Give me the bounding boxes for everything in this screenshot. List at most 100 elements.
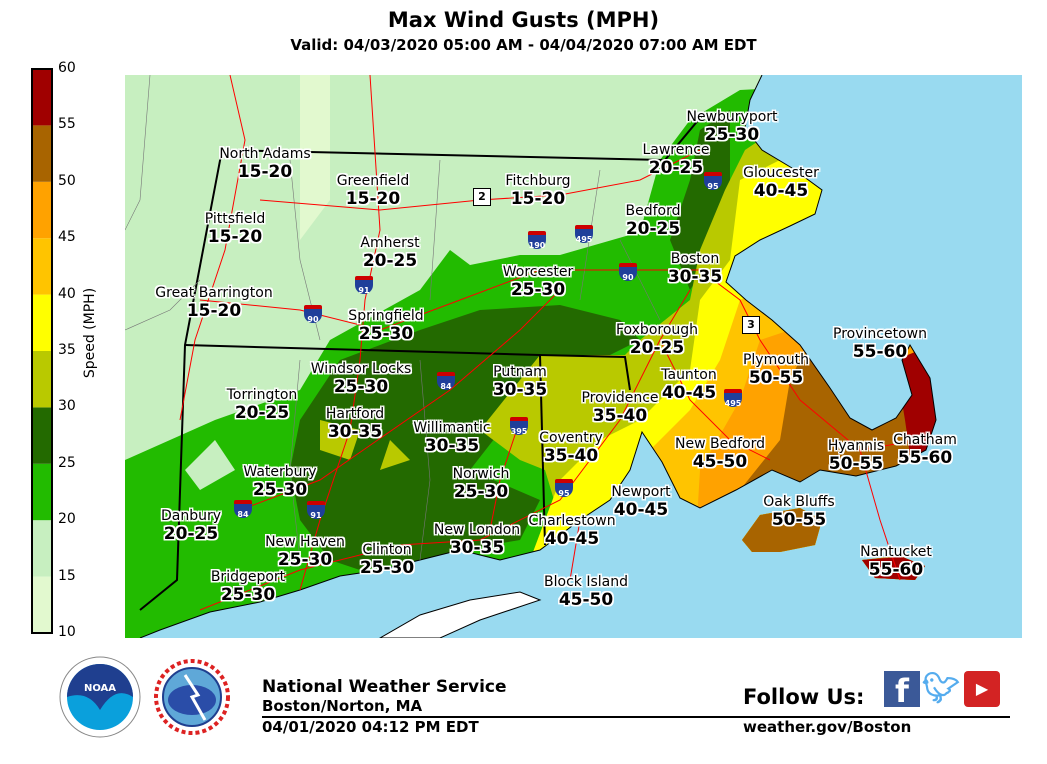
location-label: Oak Bluffs 50-55 [763, 493, 834, 530]
gust-range: 20-25 [234, 403, 290, 423]
location-name: Waterbury [243, 464, 317, 480]
map-title: Max Wind Gusts (MPH) [387, 8, 660, 32]
location-name: Windsor Locks [310, 361, 412, 377]
website-link[interactable]: weather.gov/Boston [743, 718, 912, 736]
location-label: Worcester 25-30 [503, 263, 574, 300]
location-name: Danbury [160, 508, 222, 524]
location-name: Clinton [362, 542, 412, 558]
interstate-shield-icon: 95 [704, 172, 722, 191]
gust-range: 15-20 [186, 301, 242, 321]
interstate-shield-icon: 395 [510, 417, 528, 436]
location-name: Willimantic [413, 420, 491, 436]
location-label: Springfield 25-30 [348, 307, 423, 344]
location-label: Charlestown 40-45 [528, 512, 615, 549]
colorbar-tick: 10 [58, 624, 76, 640]
location-name: New Haven [265, 534, 345, 550]
colorbar-band [32, 351, 52, 408]
location-name: Newburyport [686, 109, 778, 125]
location-label: New London 30-35 [434, 521, 520, 558]
location-name: Fitchburg [505, 173, 571, 189]
location-name: Chatham [893, 432, 957, 448]
location-label: Boston 30-35 [668, 250, 722, 287]
location-label: Waterbury 25-30 [243, 463, 316, 500]
colorbar-tick: 60 [58, 60, 76, 76]
location-name: Greenfield [336, 173, 410, 189]
location-name: Newport [611, 484, 671, 500]
gust-range: 20-25 [625, 219, 681, 239]
gust-range: 40-45 [544, 529, 600, 549]
location-name: Gloucester [743, 165, 819, 181]
colorbar-band [32, 125, 52, 182]
interstate-shield-icon: 84 [437, 372, 455, 391]
gust-range: 55-60 [897, 448, 953, 468]
location-label: Norwich 25-30 [453, 465, 510, 502]
location-name: Provincetown [833, 326, 927, 342]
location-name: Great Barrington [155, 285, 273, 301]
location-name: Taunton [661, 367, 717, 383]
colorbar-tick: 55 [58, 116, 76, 133]
location-label: Providence 35-40 [581, 389, 658, 426]
location-name: Coventry [539, 430, 603, 446]
gust-range: 25-30 [220, 585, 276, 605]
location-name: Providence [581, 390, 659, 406]
interstate-shield-icon: 91 [307, 501, 325, 520]
colorbar-label: Speed (MPH) [82, 287, 98, 379]
location-label: New Haven 25-30 [265, 533, 345, 570]
location-label: Great Barrington 15-20 [155, 284, 272, 321]
location-label: Foxborough 20-25 [616, 321, 698, 358]
gust-range: 25-30 [359, 558, 415, 578]
location-label: Windsor Locks 25-30 [311, 360, 411, 397]
location-name: Worcester [502, 264, 574, 280]
location-name: New Bedford [675, 436, 765, 452]
gust-range: 20-25 [629, 338, 685, 358]
location-name: Pittsfield [204, 211, 266, 227]
issued-time: 04/01/2020 04:12 PM EDT [262, 718, 479, 736]
location-name: Hartford [325, 406, 385, 422]
interstate-shield-icon: 90 [304, 305, 322, 324]
twitter-icon[interactable]: 🐦︎ [922, 671, 961, 706]
gust-range: 25-30 [453, 482, 509, 502]
gust-range: 15-20 [345, 189, 401, 209]
colorbar-tick: 15 [58, 567, 76, 584]
valid-time: Valid: 04/03/2020 05:00 AM - 04/04/2020 … [290, 36, 757, 54]
location-label: Chatham 55-60 [893, 431, 957, 468]
follow-us-label: Follow Us: [743, 685, 865, 709]
gust-range: 25-30 [510, 280, 566, 300]
location-label: North Adams 15-20 [219, 145, 310, 182]
location-label: Gloucester 40-45 [743, 164, 819, 201]
gust-range: 20-25 [362, 251, 418, 271]
location-label: Torrington 20-25 [227, 386, 298, 423]
location-label: Pittsfield 15-20 [205, 210, 266, 247]
gust-range: 30-35 [667, 267, 723, 287]
gust-range: 50-55 [771, 510, 827, 530]
location-name: Torrington [226, 387, 298, 403]
colorbar-tick: 30 [58, 398, 76, 415]
interstate-shield-icon: 90 [619, 263, 637, 282]
colorbar-band [32, 238, 52, 295]
location-label: Plymouth 50-55 [743, 351, 809, 388]
location-name: Lawrence [642, 142, 710, 158]
colorbar-band [32, 294, 52, 351]
colorbar-band [32, 181, 52, 239]
gust-range: 55-60 [868, 560, 924, 580]
gust-range: 35-40 [543, 446, 599, 466]
gust-range: 25-30 [333, 377, 389, 397]
facebook-icon[interactable]: f [884, 671, 920, 710]
gust-range: 20-25 [163, 524, 219, 544]
location-name: Hyannis [827, 438, 885, 454]
location-name: Foxborough [615, 322, 699, 338]
gust-range: 25-30 [358, 324, 414, 344]
youtube-icon[interactable]: ▶ [964, 671, 1000, 707]
noaa-logo: NOAA [59, 656, 141, 738]
roads [179, 75, 921, 611]
gust-range: 15-20 [510, 189, 566, 209]
colorbar-tick: 45 [58, 229, 76, 246]
gust-range: 25-30 [277, 550, 333, 570]
location-label: Nantucket 55-60 [860, 543, 932, 580]
location-label: Newburyport 25-30 [686, 108, 777, 145]
interstate-shield-icon: 91 [355, 276, 373, 295]
colorbar-tick: 25 [58, 454, 76, 471]
gust-range: 30-35 [492, 380, 548, 400]
location-name: Charlestown [528, 513, 616, 529]
